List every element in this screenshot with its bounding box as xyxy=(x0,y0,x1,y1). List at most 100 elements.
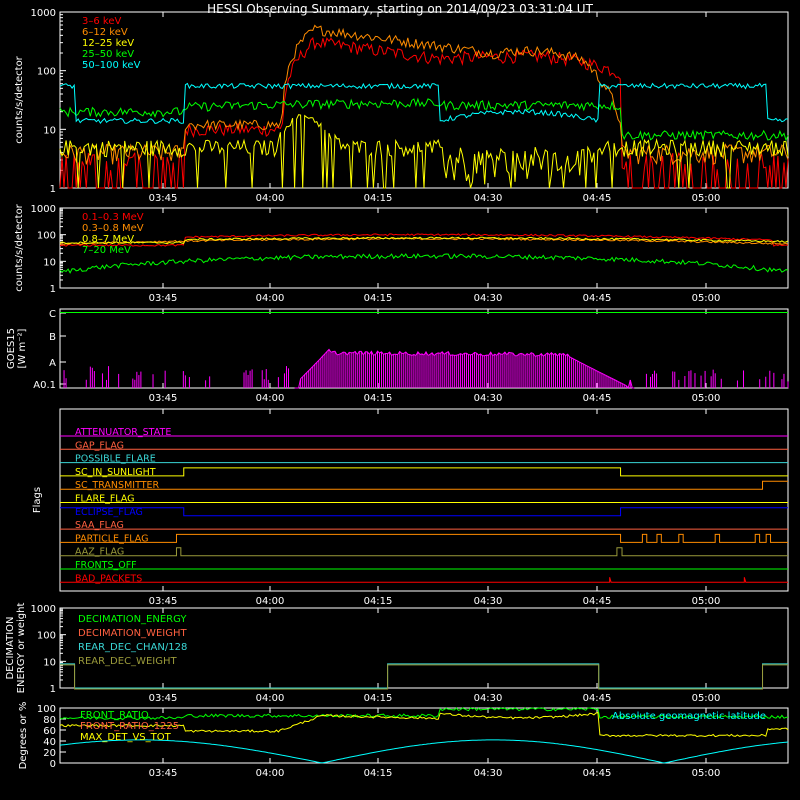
lightcurve-low-xtick-label: 04:00 xyxy=(256,193,285,204)
ratios-ytick-label: 40 xyxy=(43,737,56,748)
flags-label-1: GAP_FLAG xyxy=(75,440,124,451)
decimation-frame xyxy=(59,607,789,689)
flags-label-4: SC_TRANSMITTER xyxy=(75,480,160,491)
flags-label-0: ATTENUATOR_STATE xyxy=(75,427,171,438)
decimation-ylabel: DECIMATION xyxy=(5,616,16,679)
ratios-xtick-label: 04:15 xyxy=(364,768,393,779)
flags-frame xyxy=(59,408,789,592)
goes-xtick-label: 04:45 xyxy=(583,393,612,404)
lightcurve-low-legend-1: 6–12 keV xyxy=(82,27,128,38)
decimation-xtick-label: 03:45 xyxy=(149,693,178,704)
lightcurve-high-frame xyxy=(59,207,789,289)
ratios-xtick-label: 04:45 xyxy=(583,768,612,779)
lightcurve-high-legend-2: 0.8–7 MeV xyxy=(82,234,134,245)
ratios-series-2 xyxy=(59,711,789,738)
lightcurve-low-legend-2: 12–25 keV xyxy=(82,38,134,49)
lightcurve-low-xtick-label: 03:45 xyxy=(149,193,178,204)
decimation-legend-2: REAR_DEC_CHAN/128 xyxy=(78,642,187,653)
flags-line-4 xyxy=(60,480,788,490)
lightcurve-low-legend-4: 50–100 keV xyxy=(82,60,141,71)
ratios-ytick-label: 0 xyxy=(50,759,56,770)
lightcurve-low-ytick-label: 1000 xyxy=(31,8,56,19)
ratios-ytick-label: 20 xyxy=(43,748,56,759)
lightcurve-low-series-3 xyxy=(59,97,789,142)
decimation-legend-3: REAR_DEC_WEIGHT xyxy=(78,656,177,667)
flags-label-8: PARTICLE_FLAG xyxy=(75,533,148,544)
ratios-xtick-label: 04:30 xyxy=(474,768,503,779)
lightcurve-low-series-4 xyxy=(59,82,789,124)
lightcurve-high-xtick-label: 04:15 xyxy=(364,293,393,304)
goes-ytick-label: A xyxy=(49,358,56,369)
flags-xtick-label: 03:45 xyxy=(149,596,178,607)
goes-xtick-label: 04:15 xyxy=(364,393,393,404)
flags-ylabel: Flags xyxy=(32,487,43,513)
flags-label-9: AAZ_FLAG xyxy=(75,547,124,558)
flags-xtick-label: 04:30 xyxy=(474,596,503,607)
lightcurve-low-legend-0: 3–6 keV xyxy=(82,16,121,27)
flags-label-2: POSSIBLE_FLARE xyxy=(75,454,156,465)
lightcurve-high-series-2 xyxy=(59,236,789,245)
lightcurve-low-xtick-label: 04:15 xyxy=(364,193,393,204)
decimation-legend-0: DECIMATION_ENERGY xyxy=(78,614,187,625)
decimation-ytick-label: 10 xyxy=(43,657,56,668)
goes-xtick-label: 03:45 xyxy=(149,393,178,404)
decimation-xtick-label: 04:45 xyxy=(583,693,612,704)
lightcurve-high-xtick-label: 04:30 xyxy=(474,293,503,304)
lightcurve-high-legend-0: 0.1–0.3 MeV xyxy=(82,212,144,223)
goes-xtick-label: 05:00 xyxy=(692,393,721,404)
goes-ytick-label: B xyxy=(49,332,56,343)
lightcurve-high-ytick-label: 1 xyxy=(50,284,56,295)
ratios-legend-2: MAX_DET_VS_TOT xyxy=(80,732,172,743)
goes-ylabel: GOES15 xyxy=(6,328,17,369)
decimation-ytick-label: 100 xyxy=(37,631,56,642)
lightcurve-high-legend-3: 7–20 MeV xyxy=(82,245,131,256)
flags-label-5: FLARE_FLAG xyxy=(75,494,135,505)
lightcurve-low-xtick-label: 05:00 xyxy=(692,193,721,204)
lightcurve-high-xtick-label: 05:00 xyxy=(692,293,721,304)
flags-line-6 xyxy=(60,507,788,517)
flags-xtick-label: 05:00 xyxy=(692,596,721,607)
lightcurve-high-xtick-label: 03:45 xyxy=(149,293,178,304)
goes-series-1 xyxy=(294,348,635,390)
lightcurve-low-series-2 xyxy=(59,114,789,189)
lightcurve-high-xtick-label: 04:00 xyxy=(256,293,285,304)
lightcurve-low-xtick-label: 04:45 xyxy=(583,193,612,204)
flags-line-9 xyxy=(60,547,788,557)
ratios-xtick-label: 03:45 xyxy=(149,768,178,779)
ratios-xtick-label: 05:00 xyxy=(692,768,721,779)
lightcurve-high-series-3 xyxy=(59,252,789,274)
lightcurve-high-legend-1: 0.3–0.8 MeV xyxy=(82,223,144,234)
lightcurve-low-ytick-label: 1 xyxy=(50,184,56,195)
lightcurve-high-ytick-label: 10 xyxy=(43,257,56,268)
flags-label-7: SAA_FLAG xyxy=(75,520,124,531)
flags-xtick-label: 04:45 xyxy=(583,596,612,607)
decimation-ylabel: ENERGY or weight xyxy=(16,603,27,694)
lightcurve-high-ytick-label: 100 xyxy=(37,231,56,242)
lightcurve-low-xtick-label: 04:30 xyxy=(474,193,503,204)
decimation-ytick-label: 1 xyxy=(50,684,56,695)
lightcurve-low-legend-3: 25–50 keV xyxy=(82,49,134,60)
ratios-series-3 xyxy=(59,739,789,764)
decimation-xtick-label: 05:00 xyxy=(692,693,721,704)
ratios-annotation: Absolute geomagnetic latitude xyxy=(612,711,766,722)
ratios-ytick-label: 60 xyxy=(43,726,56,737)
flags-label-10: FRONTS_OFF xyxy=(75,560,137,571)
ratios-xtick-label: 04:00 xyxy=(256,768,285,779)
decimation-legend-1: DECIMATION_WEIGHT xyxy=(78,628,187,639)
lightcurve-low-ytick-label: 10 xyxy=(43,125,56,136)
lightcurve-high-xtick-label: 04:45 xyxy=(583,293,612,304)
chart-title: HESSI Observing Summary, starting on 201… xyxy=(207,2,593,16)
goes-ytick-label: C xyxy=(49,309,56,320)
decimation-series-3 xyxy=(60,664,788,690)
lightcurve-high-ytick-label: 1000 xyxy=(31,204,56,215)
flags-xtick-label: 04:00 xyxy=(256,596,285,607)
decimation-xtick-label: 04:15 xyxy=(364,693,393,704)
flags-line-11 xyxy=(60,577,788,583)
ratios-legend-0: FRONT_RATIO xyxy=(80,710,149,721)
goes-ylabel: [W m⁻²] xyxy=(17,328,28,368)
flags-xtick-label: 04:15 xyxy=(364,596,393,607)
ratios-ytick-label: 100 xyxy=(37,704,56,715)
lightcurve-low-ylabel: counts/s/detector xyxy=(14,55,25,143)
ratios-frame xyxy=(59,707,789,764)
